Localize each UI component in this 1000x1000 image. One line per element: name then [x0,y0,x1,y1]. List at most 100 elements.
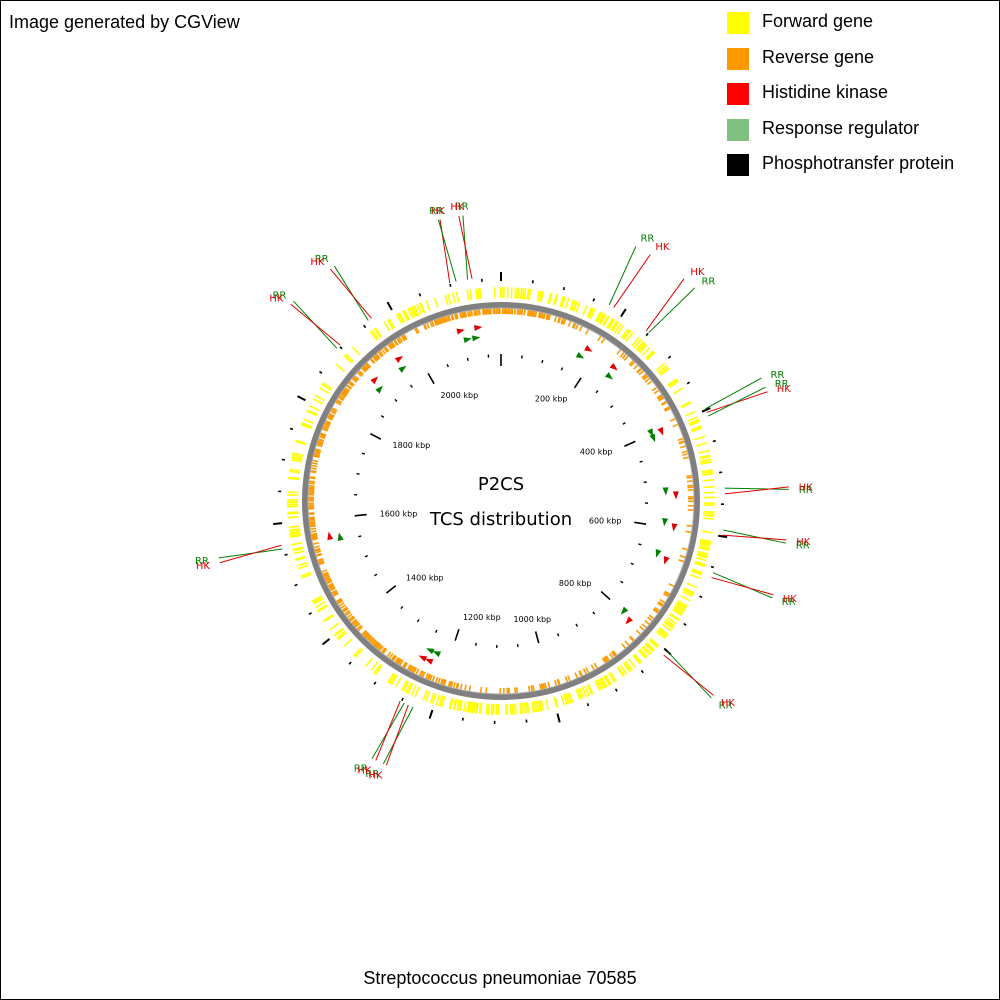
forward-gene-mark [655,362,666,371]
forward-gene-mark [645,350,655,360]
forward-gene-mark [319,386,330,395]
forward-gene-mark [397,312,405,324]
forward-gene-mark [606,318,614,329]
forward-gene-mark [603,675,611,686]
forward-gene-mark [468,701,473,713]
forward-gene-mark [669,612,680,621]
forward-gene-mark [599,314,607,325]
forward-gene-mark [616,324,625,335]
feature-callout-line [219,544,282,564]
forward-gene-mark [588,307,595,319]
forward-gene-mark [296,561,308,567]
feature-label: RR [365,769,379,780]
forward-gene-mark [467,701,471,713]
forward-gene-mark [321,383,332,391]
forward-gene-mark [658,366,669,375]
outer-tick [461,717,464,721]
feature-label: RR [782,597,796,608]
forward-gene-mark [700,460,712,464]
forward-gene-mark [664,620,674,629]
forward-gene-mark [540,699,545,711]
forward-gene-mark [699,454,711,459]
forward-gene-mark [451,292,456,304]
forward-gene-mark [463,700,467,712]
forward-gene-mark [560,296,565,308]
center-title-line1: P2CS [478,474,524,495]
outer-tick [318,370,323,374]
feature-label: RR [796,541,810,552]
forward-gene-mark [510,287,513,299]
forward-gene-mark [699,544,711,549]
forward-gene-mark [333,627,344,636]
forward-gene-mark [337,631,347,641]
forward-gene-mark [672,608,683,616]
forward-gene-mark [554,696,559,708]
outer-tick [363,324,367,329]
tick-label: 1800 kbp [393,441,431,450]
feature-label: HK [269,293,284,304]
forward-gene-mark [291,456,303,460]
tick-label: 600 kbp [589,516,622,525]
feature-label: RR [775,379,789,390]
forward-gene-mark [301,422,312,429]
forward-gene-mark [639,344,648,354]
forward-gene-mark [370,661,379,672]
forward-gene-mark [395,313,403,325]
feature-callout-line [708,386,766,417]
forward-gene-mark [694,562,705,568]
forward-gene-mark [416,303,423,315]
inner-tick [475,642,477,646]
forward-gene-mark [478,702,482,715]
forward-gene-mark [691,568,703,574]
forward-gene-mark [407,683,414,694]
legend-swatch-histidine-kinase [727,83,749,105]
outer-tick [348,661,352,665]
forward-gene-mark [291,541,303,546]
tick-label: 1000 kbp [513,615,551,624]
forward-gene-mark [624,660,633,671]
feature-label: HK [777,384,792,395]
forward-gene-mark [519,703,522,715]
forward-gene-mark [388,318,396,329]
forward-gene-mark [694,435,706,441]
forward-gene-mark [449,698,454,710]
forward-gene-mark [569,299,575,311]
forward-gene-mark [429,692,435,704]
forward-gene-mark [599,677,607,688]
forward-gene-mark [703,512,715,515]
inner-tick [573,377,582,389]
forward-gene-mark [485,703,489,715]
forward-gene-mark [295,440,307,446]
forward-gene-mark [622,662,631,673]
forward-gene-mark [344,353,354,363]
forward-gene-mark [288,476,300,480]
forward-gene-mark [538,700,543,712]
forward-gene-mark [698,546,710,551]
inner-tick [639,460,643,463]
outer-tick [281,458,285,461]
feature-callout-line [382,706,414,765]
forward-gene-mark [703,485,715,489]
forward-gene-mark [672,387,684,395]
feature-callout-line [704,377,762,410]
forward-gene-mark [479,287,482,300]
forward-gene-mark [696,442,708,447]
forward-gene-mark [407,307,414,319]
outer-tick [645,332,649,337]
forward-gene-mark [703,514,715,517]
forward-gene-mark [668,380,679,389]
forward-gene-mark [469,289,473,301]
histidine-kinase-marker [394,355,404,364]
response-regulator-marker [426,648,435,655]
feature-callout-line [437,219,457,282]
forward-gene-mark [400,680,408,691]
forward-gene-mark [696,553,708,558]
forward-gene-mark [314,601,326,609]
forward-gene-mark [657,629,667,638]
forward-gene-mark [660,367,670,377]
credit-text: Image generated by CGView [9,12,240,32]
forward-gene-mark [472,702,476,714]
forward-gene-mark [288,470,301,474]
forward-gene-mark [695,556,707,562]
forward-gene-mark [665,619,676,627]
